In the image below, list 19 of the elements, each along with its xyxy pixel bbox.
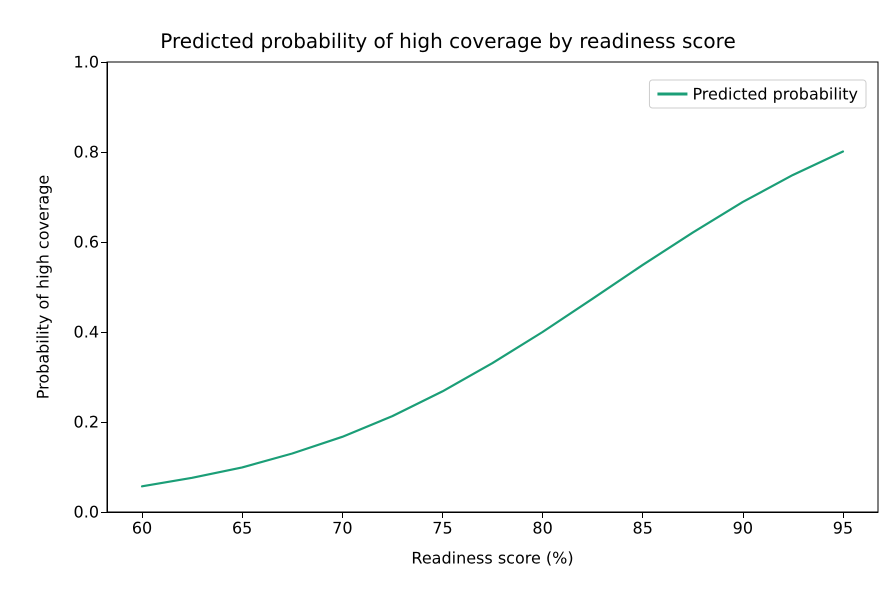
y-tick-label: 0.6 [74, 232, 99, 252]
x-tick-label: 70 [332, 518, 352, 538]
x-tick-label: 85 [632, 518, 653, 538]
x-tick-label: 90 [732, 518, 754, 538]
x-tick-label: 75 [432, 518, 453, 538]
x-axis-title: Readiness score (%) [411, 548, 574, 568]
y-tick-label: 1.0 [74, 52, 99, 72]
x-tick-label: 65 [232, 518, 252, 538]
y-tick-label: 0.2 [74, 412, 99, 432]
x-tick-label: 60 [132, 518, 152, 538]
chart-title: Predicted probability of high coverage by readiness score [160, 29, 736, 53]
y-tick-label: 0.0 [74, 502, 99, 522]
line-series [140, 150, 844, 488]
x-tick-label: 95 [832, 518, 854, 538]
y-axis-title: Probability of high coverage [34, 174, 52, 400]
x-tick-label: 80 [532, 518, 553, 538]
y-tick-label: 0.8 [74, 142, 99, 162]
y-tick-label: 0.4 [74, 322, 99, 342]
legend-label: Predicted probability [692, 84, 858, 104]
